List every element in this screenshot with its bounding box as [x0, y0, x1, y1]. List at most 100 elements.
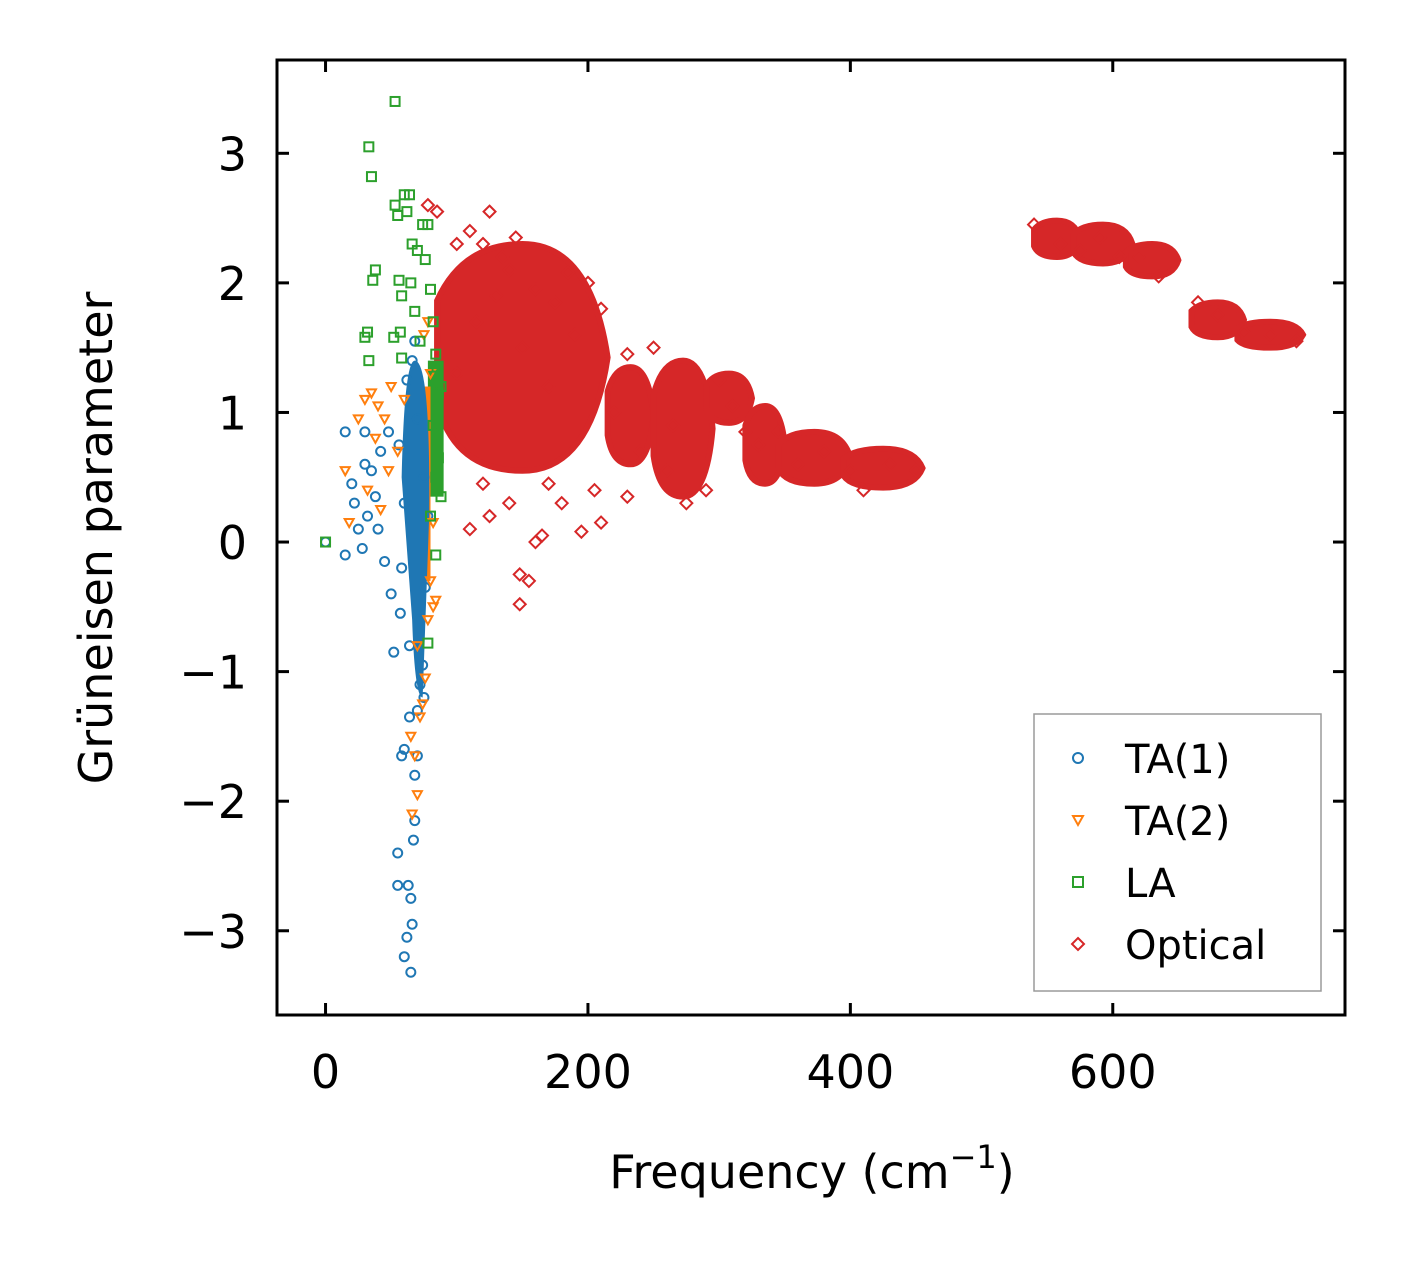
optical-point — [587, 482, 602, 498]
optical-point — [1289, 333, 1304, 349]
optical-cluster — [840, 445, 926, 491]
la-point — [404, 189, 416, 201]
optical-point — [882, 456, 898, 472]
ta1-point — [392, 847, 404, 859]
ta2-point — [426, 517, 440, 530]
la-point — [362, 326, 374, 338]
ta1-point — [398, 743, 410, 755]
la-point — [431, 361, 443, 373]
ta2-point — [424, 368, 437, 381]
la-point — [363, 141, 375, 153]
optical-point — [449, 236, 465, 252]
la-point — [363, 355, 375, 367]
optical-point — [1026, 217, 1042, 232]
x-axis-label-main: Frequency (cm — [609, 1145, 949, 1199]
optical-point — [1210, 307, 1226, 323]
optical-point — [541, 476, 557, 492]
ta1-point — [396, 750, 408, 762]
la-point — [432, 452, 444, 464]
optical-point — [1190, 294, 1206, 310]
optical-point — [501, 262, 517, 278]
optical-cluster — [1234, 318, 1307, 351]
optical-cluster — [775, 428, 854, 487]
ta1-point — [414, 679, 426, 691]
la-point — [405, 277, 417, 289]
optical-point — [665, 417, 681, 433]
legend-marker-optical — [1070, 936, 1086, 952]
ta2-point — [384, 381, 398, 394]
la-point — [392, 209, 404, 221]
optical-point — [512, 567, 528, 582]
ta2-point — [374, 505, 387, 517]
ta1-point — [405, 966, 417, 978]
ta2-point — [426, 602, 440, 614]
ta1-point — [409, 815, 421, 827]
optical-point — [856, 482, 871, 498]
tick-labels: 0 200 400 600 −3 −2 −1 0 1 2 3 — [179, 127, 1156, 1099]
x-tick-label: 600 — [1069, 1045, 1157, 1099]
optical-point — [724, 398, 740, 414]
ta2-point — [361, 485, 374, 497]
optical-point — [908, 463, 924, 479]
y-tick-label: −3 — [179, 905, 247, 959]
optical-point — [1072, 243, 1088, 258]
optical-point — [580, 275, 596, 291]
dense-point-clouds — [401, 217, 1307, 698]
ta2-point — [429, 595, 442, 607]
ta1-point — [396, 562, 408, 574]
optical-point — [469, 314, 484, 330]
ta1-cluster — [401, 360, 430, 698]
ta2-point — [408, 751, 421, 763]
ta2-point — [424, 576, 437, 588]
optical-point — [593, 515, 609, 531]
legend-label-ta2: TA(2) — [1124, 799, 1230, 845]
optical-point — [1092, 230, 1108, 245]
optical-point — [501, 495, 517, 511]
optical-point — [420, 197, 436, 213]
optical-cluster — [434, 241, 611, 474]
ta2-point — [411, 641, 424, 653]
optical-point — [560, 265, 576, 280]
optical-point — [514, 340, 530, 356]
legend-marker-la — [1072, 876, 1084, 888]
ta1-point — [356, 543, 368, 555]
optical-point — [547, 294, 563, 310]
optical-point — [512, 596, 528, 612]
optical-point — [462, 521, 478, 537]
ta2-point — [371, 401, 385, 413]
optical-point — [554, 495, 570, 511]
optical-point — [534, 528, 550, 543]
optical-point — [646, 340, 661, 356]
ta2-point — [382, 466, 395, 478]
ta1-point — [411, 413, 423, 425]
ta1-point — [383, 426, 395, 438]
la-point — [422, 637, 434, 649]
la-point — [425, 510, 437, 522]
ta1-point — [406, 918, 418, 930]
ta1-point — [379, 555, 391, 567]
optical-point — [737, 424, 753, 440]
ta2-point — [421, 615, 435, 627]
la-point — [393, 274, 405, 286]
y-tick-label: 0 — [218, 516, 247, 570]
optical-point — [1131, 249, 1147, 265]
la-point — [396, 290, 408, 302]
optical-point — [619, 346, 635, 362]
optical-point — [751, 437, 766, 453]
axis-ticks — [277, 60, 1345, 1015]
ta1-point — [418, 692, 430, 704]
ta2-point — [411, 790, 424, 802]
optical-point — [488, 288, 504, 304]
la-point — [389, 199, 401, 211]
la-point — [389, 95, 401, 107]
ta2-point — [365, 388, 378, 400]
la-point — [432, 387, 444, 399]
ta1-point — [346, 478, 358, 490]
la-point — [409, 305, 421, 317]
ta1-point — [388, 646, 400, 658]
optical-point — [790, 456, 806, 472]
ta1-point — [418, 471, 430, 483]
optical-point — [770, 424, 786, 440]
x-axis-label: Frequency (cm−1) — [609, 1138, 1014, 1199]
